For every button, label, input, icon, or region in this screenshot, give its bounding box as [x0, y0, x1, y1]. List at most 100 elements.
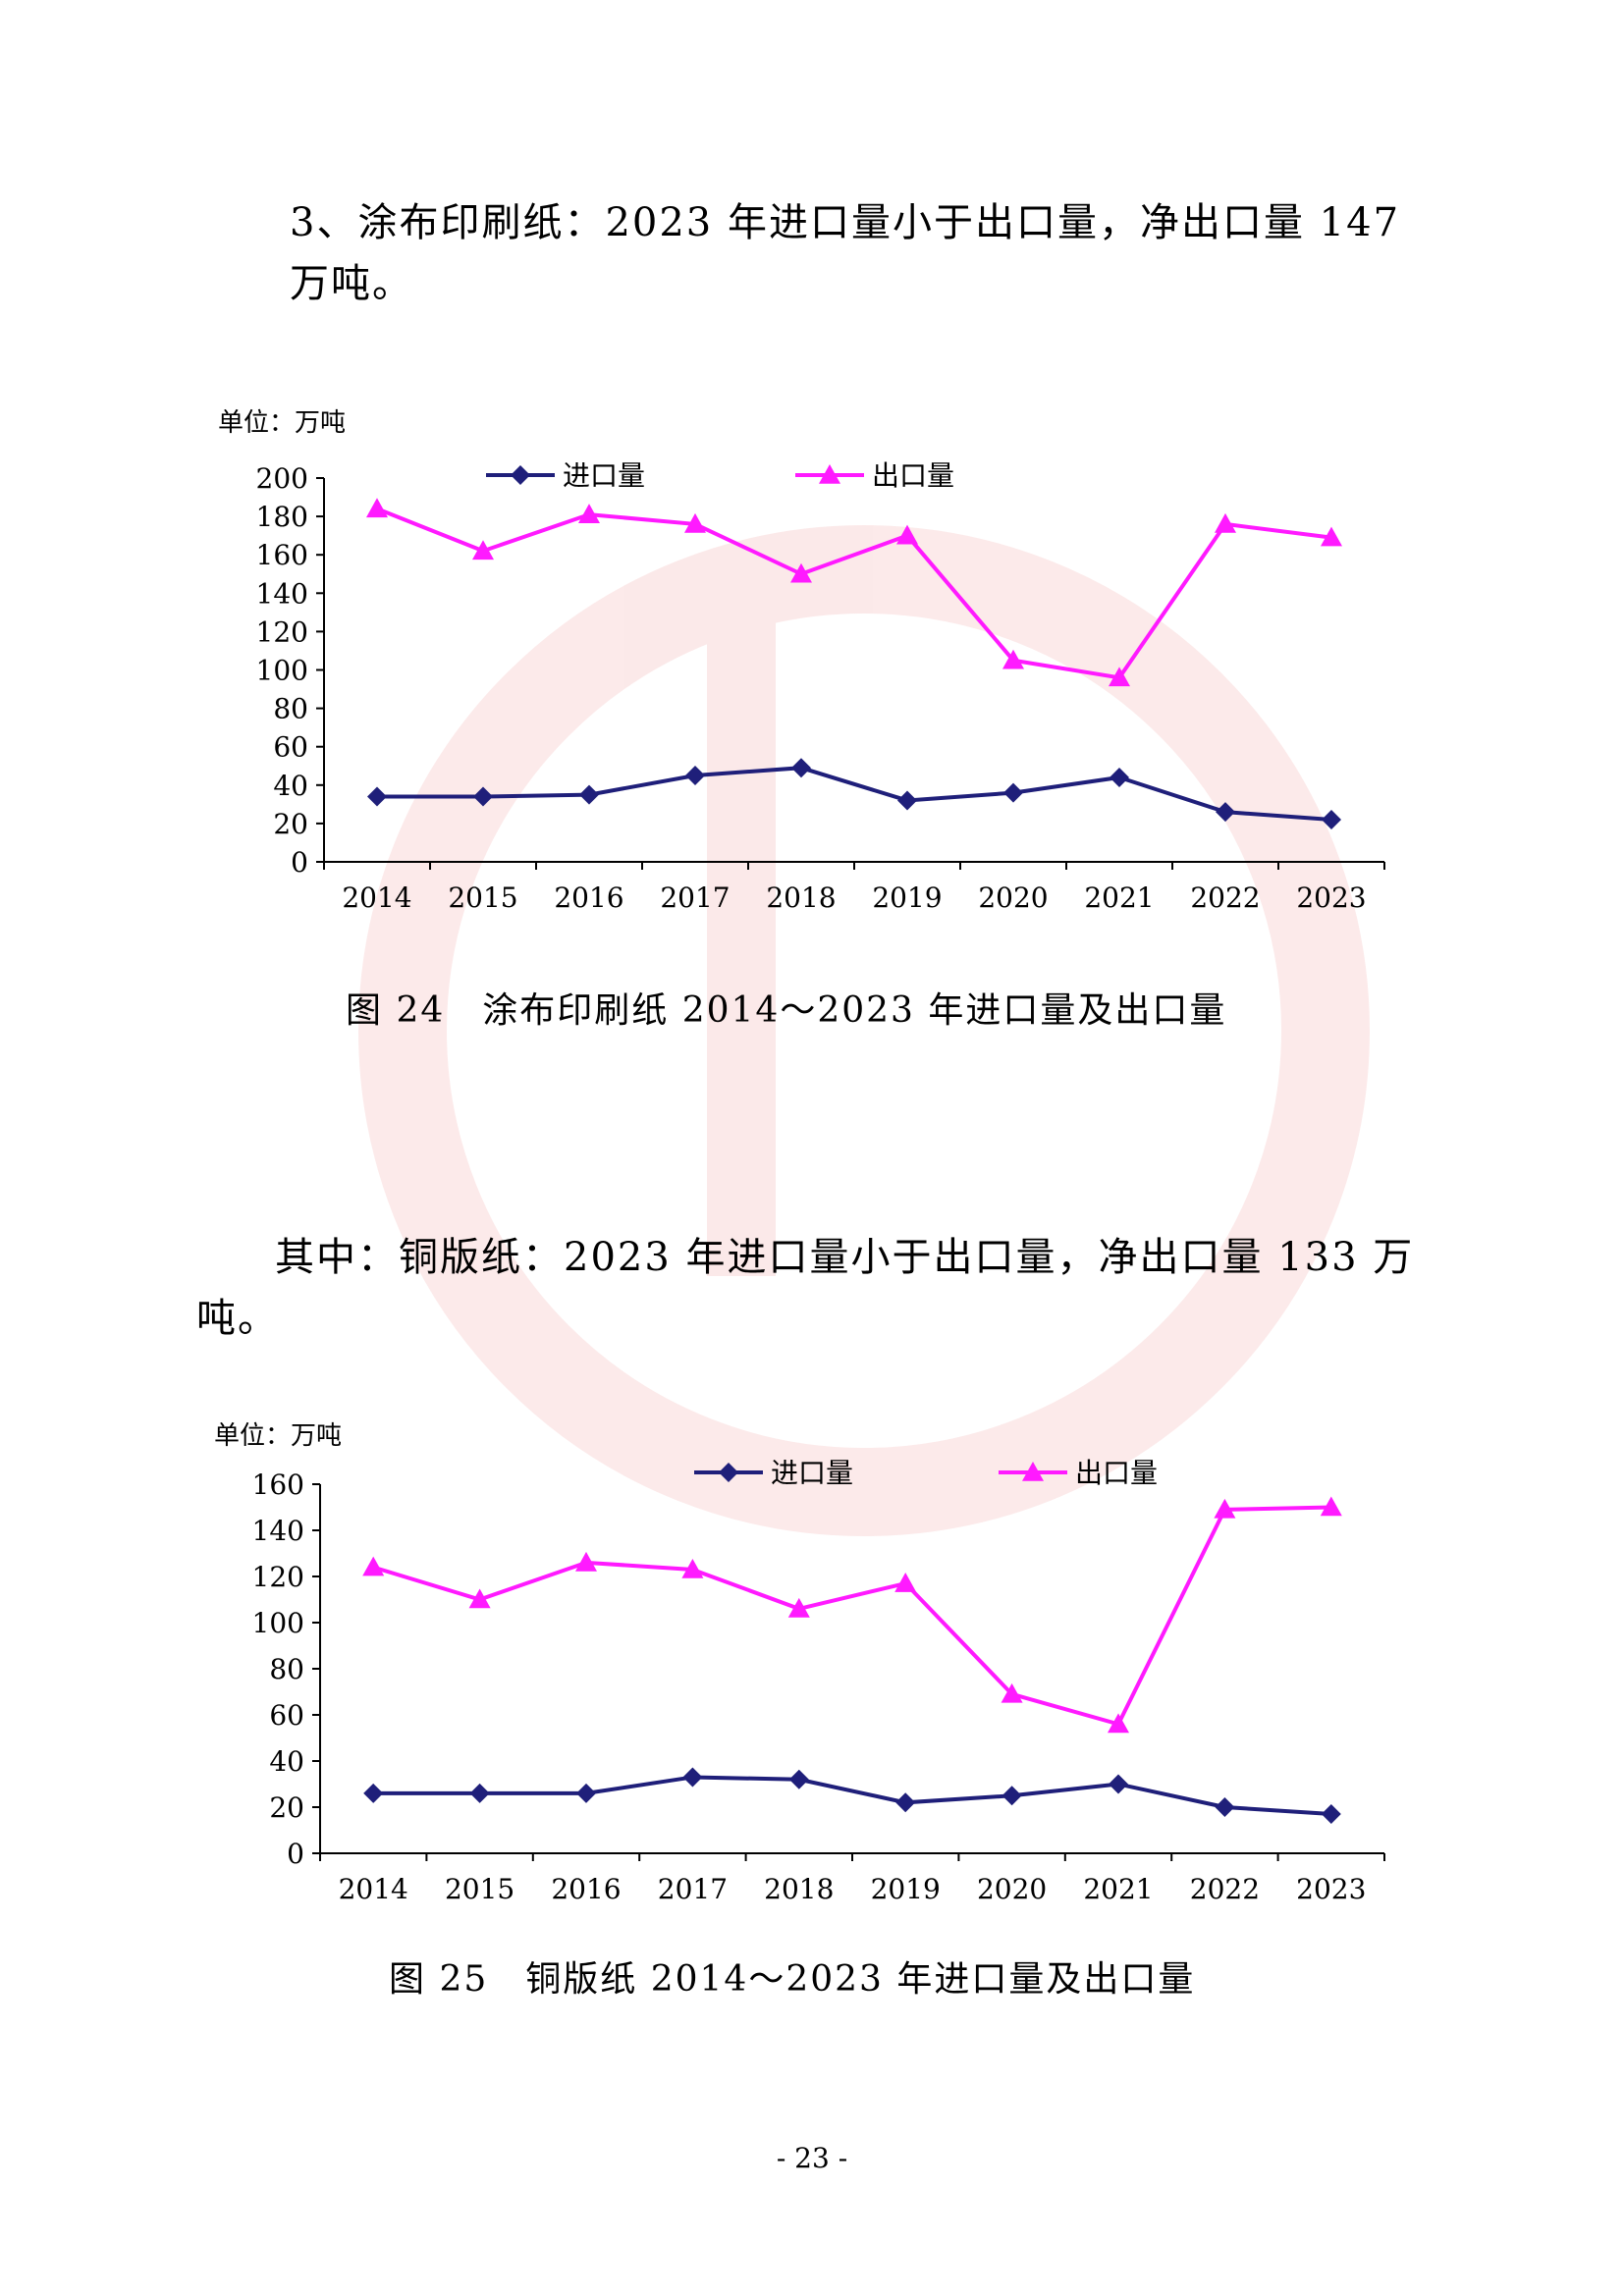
y-tick-label: 0	[291, 846, 308, 879]
data-point-import	[682, 1767, 703, 1788]
x-tick-label: 2023	[1296, 881, 1366, 914]
data-point-import	[1110, 767, 1129, 787]
x-tick-label: 2015	[448, 881, 517, 914]
x-tick-label: 2021	[1083, 1873, 1153, 1905]
chart-coated-paper: 0 20 40 60 80 100 120 140 160 180 200 2014 2015 2016 2…	[256, 459, 1385, 914]
data-point-export	[1321, 526, 1342, 547]
x-tick-label: 2017	[660, 881, 730, 914]
x-tick-label: 2019	[872, 881, 942, 914]
data-point-export	[362, 1556, 385, 1576]
y-tick-label: 40	[269, 1745, 304, 1778]
data-point-import	[1109, 1774, 1128, 1794]
x-tick-label: 2017	[658, 1873, 728, 1905]
paragraph-coated-art-paper: 其中：铜版纸：2023 年进口量小于出口量，净出口量 133 万吨。	[196, 1235, 1415, 1341]
y-tick-label: 80	[273, 693, 308, 725]
y-tick-label: 140	[256, 577, 308, 610]
series-line-import	[373, 1775, 1331, 1817]
y-tick-label: 200	[256, 462, 308, 495]
data-point-import	[685, 766, 705, 786]
legend-label: 进口量	[563, 459, 645, 492]
data-point-import	[1003, 782, 1023, 803]
legend-label: 出口量	[872, 459, 954, 492]
y-tick-label: 60	[269, 1699, 304, 1732]
legend-label: 出口量	[1075, 1457, 1158, 1489]
data-point-export	[578, 504, 600, 523]
x-tick-label: 2016	[551, 1873, 621, 1905]
x-tick-label: 2022	[1190, 881, 1260, 914]
y-tick-label: 100	[256, 655, 308, 687]
chart2-unit-label: 单位：万吨	[214, 1421, 343, 1451]
y-tick-label: 120	[252, 1561, 304, 1593]
data-point-import	[897, 790, 917, 811]
x-tick-label: 2019	[871, 1873, 941, 1905]
legend-marker	[1022, 1462, 1044, 1481]
y-tick-label: 180	[256, 501, 308, 533]
y-tick-label: 160	[256, 539, 308, 571]
data-point-export	[896, 524, 918, 545]
y-tick-label: 100	[252, 1607, 304, 1639]
figure-24-caption: 图 24 涂布印刷纸 2014～2023 年进口量及出口量	[346, 990, 1227, 1031]
data-point-import	[576, 1783, 596, 1803]
data-point-export	[787, 1597, 810, 1618]
y-tick-label: 120	[256, 615, 308, 648]
data-point-export	[575, 1551, 597, 1572]
x-tick-label: 2022	[1190, 1873, 1260, 1905]
x-tick-label: 2020	[978, 881, 1048, 914]
figure-25-caption: 图 25 铜版纸 2014～2023 年进口量及出口量	[389, 1959, 1196, 2000]
legend-marker	[719, 1463, 738, 1482]
legend-marker	[819, 464, 840, 484]
data-point-export	[1214, 1498, 1236, 1519]
data-point-import	[791, 758, 811, 778]
data-point-export	[790, 562, 812, 583]
page-number: - 23 -	[776, 2142, 848, 2174]
data-point-import	[579, 784, 599, 805]
y-tick-label: 20	[269, 1791, 304, 1824]
data-point-import	[367, 786, 387, 807]
data-point-export	[1320, 1496, 1342, 1517]
data-point-export	[472, 540, 494, 561]
y-tick-label: 80	[269, 1653, 304, 1685]
data-point-import	[473, 786, 493, 807]
data-point-export	[1002, 649, 1024, 669]
data-point-export	[1001, 1682, 1023, 1703]
chart-coated-art-paper: 0 20 40 60 80 100 120 140 160 2014 2015 2016 2017 201…	[252, 1457, 1385, 1905]
y-tick-label: 140	[252, 1515, 304, 1547]
data-point-export	[1215, 512, 1236, 533]
data-point-import	[469, 1783, 490, 1803]
y-tick-label: 20	[273, 808, 308, 840]
y-tick-label: 0	[287, 1838, 304, 1870]
x-tick-label: 2018	[766, 881, 836, 914]
data-point-import	[363, 1783, 384, 1803]
series-line-import	[377, 766, 1332, 822]
data-point-import	[895, 1792, 916, 1813]
data-point-import	[1001, 1786, 1022, 1806]
data-point-import	[1322, 809, 1341, 829]
data-point-import	[1321, 1804, 1341, 1825]
y-tick-label: 40	[273, 770, 308, 802]
data-point-export	[681, 1558, 704, 1578]
x-tick-label: 2016	[554, 881, 623, 914]
paragraph-coated-paper: 3、涂布印刷纸：2023 年进口量小于出口量，净出口量 147 万吨。	[290, 200, 1401, 306]
data-point-export	[684, 512, 706, 533]
data-point-export	[366, 498, 388, 518]
y-tick-label: 160	[252, 1468, 304, 1501]
data-point-import	[788, 1769, 809, 1789]
data-point-export	[1108, 1713, 1129, 1734]
series-line-export	[372, 1505, 1331, 1727]
x-tick-label: 2014	[342, 881, 411, 914]
legend-label: 进口量	[771, 1457, 853, 1489]
data-point-export	[1109, 667, 1130, 687]
y-tick-label: 60	[273, 731, 308, 764]
data-point-import	[1215, 1797, 1235, 1817]
x-tick-label: 2021	[1084, 881, 1154, 914]
x-tick-label: 2020	[977, 1873, 1047, 1905]
data-point-export	[894, 1573, 917, 1592]
x-tick-label: 2023	[1296, 1873, 1366, 1905]
data-point-import	[1216, 802, 1235, 823]
chart1-unit-label: 单位：万吨	[218, 408, 347, 438]
x-tick-label: 2014	[339, 1873, 408, 1905]
x-tick-label: 2015	[445, 1873, 514, 1905]
x-tick-label: 2018	[764, 1873, 834, 1905]
series-line-export	[376, 507, 1332, 680]
data-point-export	[468, 1588, 491, 1609]
